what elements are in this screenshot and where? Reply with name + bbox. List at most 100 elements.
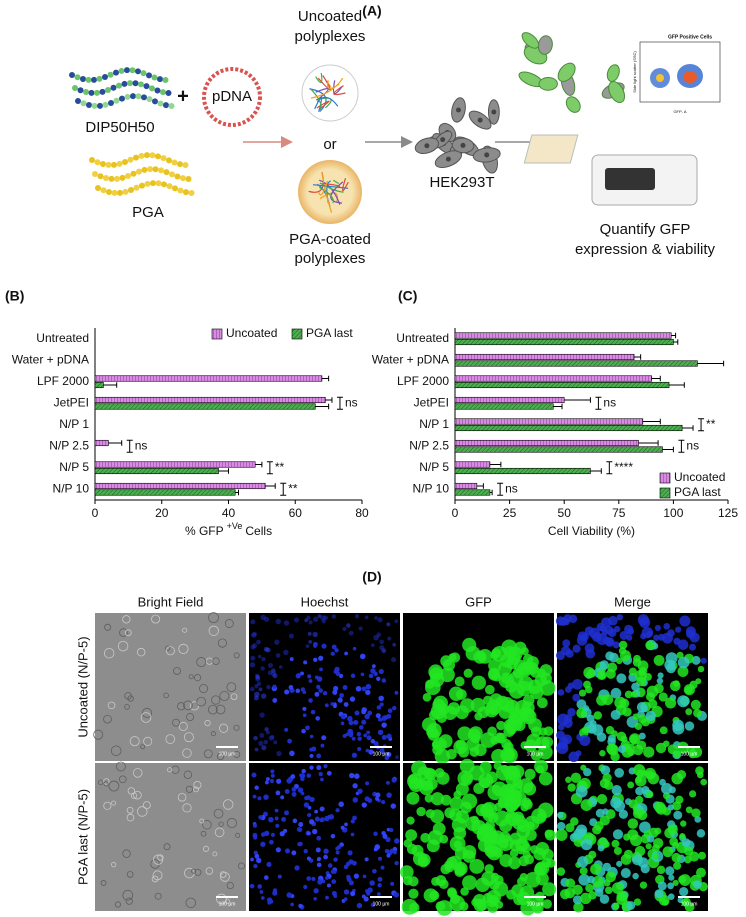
nucleus [283,828,288,834]
nucleus [355,685,362,692]
gfp-cell [530,750,542,761]
nucleus [318,655,324,661]
nucleus [346,874,351,880]
merge-cell [616,614,623,621]
gfp-cell [454,846,468,860]
monomer [72,85,78,91]
nucleus [326,770,332,776]
nucleus [392,705,397,711]
gfp-cell [473,898,487,912]
nucleus [377,729,384,736]
nucleus [308,679,313,683]
nucleus [378,668,384,675]
nucleus [357,746,362,752]
gfp-cell [539,680,556,696]
cell-outline [191,868,197,874]
error-bar [476,483,484,489]
nucleus [250,619,256,625]
nucleus [258,815,263,820]
legend-swatch [211,328,223,340]
merge-cell [672,722,685,735]
merge-cell [645,710,656,721]
nucleus [263,875,269,880]
merge-cell [698,851,706,860]
cell-outline [185,897,197,909]
gfp-cell [459,901,469,911]
nucleus [312,631,318,638]
nucleus [343,889,350,895]
gfp-cell [496,720,506,731]
polymer-label: DIP50H50 [85,119,154,136]
bar [454,418,644,425]
nucleus [328,814,335,820]
monomer [124,67,130,74]
nucleus [305,644,310,649]
strand [315,88,329,101]
merge-cell [599,894,610,904]
bar [94,467,219,475]
nucleus [308,819,315,825]
monomer [136,168,142,175]
y-tick-label: N/P 10 [413,481,450,495]
cell-outline [226,682,237,692]
nucleus [352,646,357,651]
merge-cell [624,624,634,634]
monomer [80,100,87,107]
nucleus [275,653,281,658]
nucleus [387,708,393,714]
merge-cell [622,707,632,717]
merge-cell [658,692,668,702]
nucleus [320,777,324,782]
gfp-cell [424,794,434,803]
nucleus [283,649,289,656]
merge-cell [573,828,585,840]
merge-cell [644,767,657,780]
cell-outline [111,862,117,868]
nucleus [394,838,400,844]
merge-cell [677,639,689,650]
merge-cell [593,711,602,720]
cell [565,96,581,113]
merge-cell [612,902,620,910]
gfp-cell [438,734,453,748]
nucleus [389,827,394,833]
merge-cell [597,844,605,852]
merge-cell [580,799,593,812]
nucleus [331,644,337,650]
nucleus [255,674,261,680]
readout-label: expression & viability [575,241,716,258]
merge-cell [612,829,624,840]
nucleus [254,785,259,790]
merge-cell [694,815,702,823]
cell-outline [211,695,221,705]
nucleus [361,686,367,692]
merge-cell [675,626,682,633]
legend-label: Uncoated [226,326,277,340]
merge-cell [558,737,569,747]
merge-cell [563,618,570,626]
nucleus [333,685,339,692]
nucleus [258,687,263,692]
nucleus [312,828,318,835]
merge-cell [645,640,655,651]
merge-cell [679,833,686,840]
merge-cell [575,785,588,798]
nucleus [288,633,295,639]
merge-cell [577,856,589,868]
monomer [182,161,189,168]
merge-cell [599,750,606,757]
row-label: Uncoated (N/P-5) [75,636,90,737]
nucleus [320,615,326,621]
nucleus [308,639,313,644]
nucleus [254,853,260,859]
error-bar [325,397,333,403]
gfp-cell [536,765,545,774]
gfp-cell [488,705,498,714]
merge-cell [627,781,635,789]
merge-cell [578,689,587,697]
monomer [95,185,101,191]
nucleus [386,713,392,719]
cell-outline [196,696,206,707]
monomer [121,80,128,87]
cell-outline [103,647,115,659]
